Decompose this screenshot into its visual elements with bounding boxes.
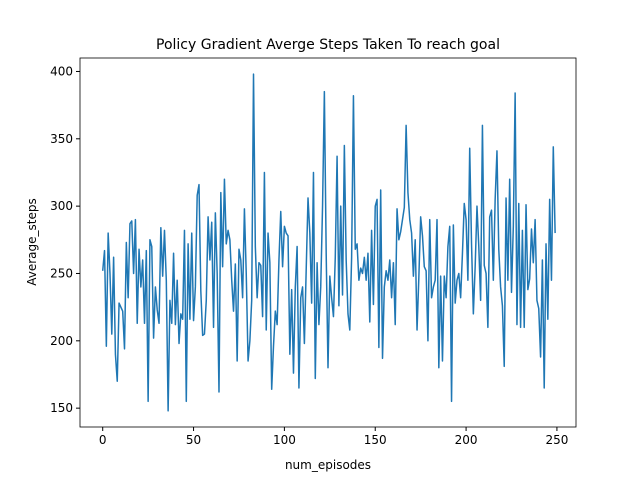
- x-axis-label: num_episodes: [285, 458, 371, 472]
- line-series: [101, 73, 556, 412]
- x-tick-label: 250: [545, 433, 568, 447]
- x-tick-label: 50: [186, 433, 201, 447]
- x-tick-label: 0: [99, 433, 107, 447]
- y-tick-label: 150: [50, 401, 73, 415]
- chart-title: Policy Gradient Averge Steps Taken To re…: [156, 37, 500, 53]
- y-tick-label: 350: [50, 132, 73, 146]
- y-tick-label: 250: [50, 266, 73, 280]
- y-tick-label: 400: [50, 64, 73, 78]
- x-tick-label: 100: [273, 433, 296, 447]
- plot-frame: [79, 57, 577, 428]
- x-tick-label: 200: [455, 433, 478, 447]
- y-tick-label: 300: [50, 199, 73, 213]
- x-tick-label: 150: [364, 433, 387, 447]
- y-tick-label: 200: [50, 334, 73, 348]
- y-axis-label: Average_steps: [25, 198, 39, 286]
